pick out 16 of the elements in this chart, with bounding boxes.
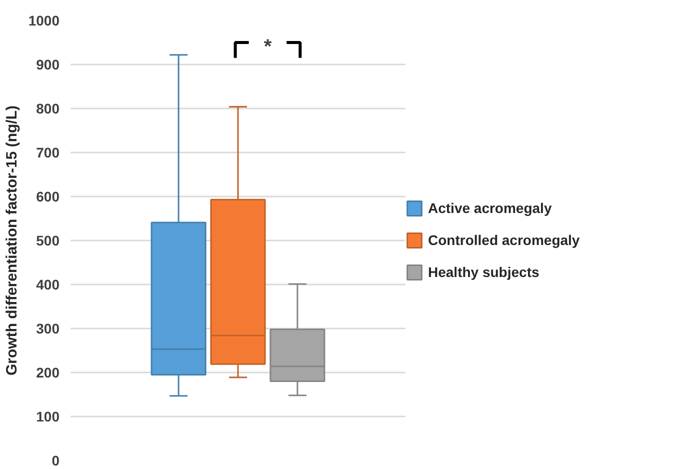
y-tick-label: 600 [36,188,60,204]
y-tick-label: 300 [36,320,60,336]
y-tick-label: 500 [36,232,60,248]
annotation: * [264,36,272,58]
y-tick-label: 800 [36,100,60,116]
legend-label: Healthy subjects [428,264,540,280]
y-tick-label: 400 [36,276,60,292]
legend-label: Active acromegaly [428,200,552,216]
y-tick-label: 200 [36,364,60,380]
y-tick-label: 1000 [28,12,60,28]
y-tick-label: 0 [52,452,60,468]
y-tick-label: 100 [36,408,60,424]
y-tick-label: 700 [36,144,60,160]
y-axis-title: Growth differentiation factor-15 (ng/L) [3,105,20,376]
legend-label: Controlled acromegaly [428,232,580,248]
y-tick-label: 900 [36,56,60,72]
